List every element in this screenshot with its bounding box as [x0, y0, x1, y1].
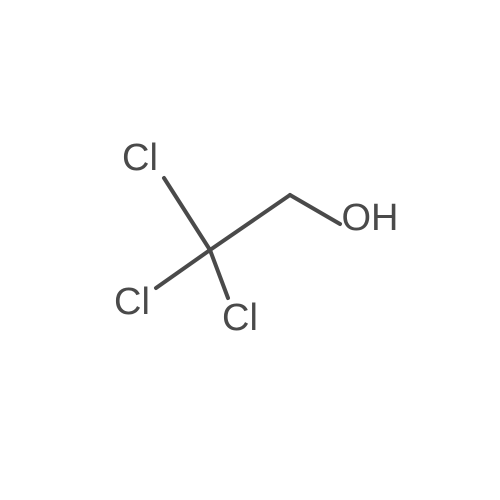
atom-label-cl-top: Cl [122, 139, 158, 177]
atom-label-oh: OH [342, 199, 399, 237]
bond-layer [0, 0, 500, 500]
chemical-structure-canvas: Cl Cl Cl OH [0, 0, 500, 500]
atom-label-cl-bottom: Cl [222, 299, 258, 337]
atom-label-cl-left: Cl [114, 283, 150, 321]
